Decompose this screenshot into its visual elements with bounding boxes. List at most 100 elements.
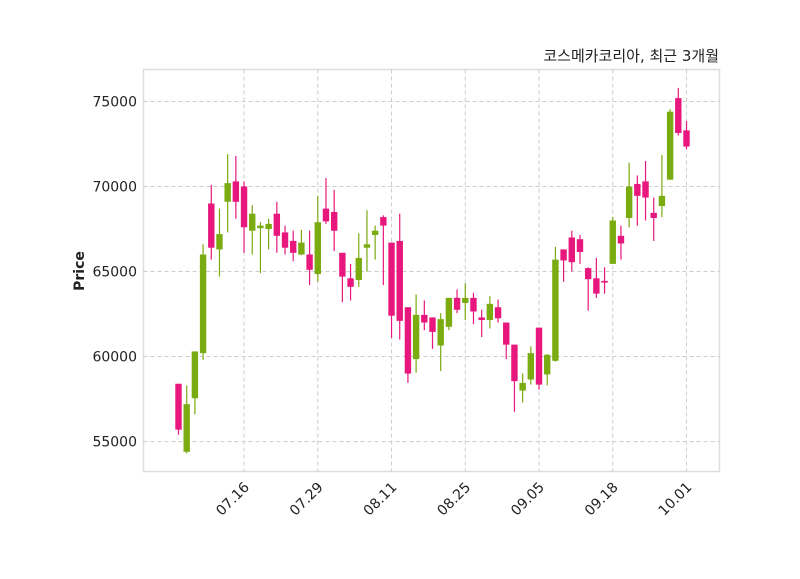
candle-down bbox=[568, 230, 575, 272]
candle-down bbox=[511, 344, 518, 412]
candle-down bbox=[503, 322, 510, 360]
candle-down bbox=[240, 181, 248, 253]
candle-down bbox=[584, 267, 592, 311]
candle-body bbox=[683, 130, 690, 147]
candle-down bbox=[617, 225, 625, 260]
candle-body bbox=[429, 317, 436, 332]
x-tick-label: 07.29 bbox=[287, 480, 327, 520]
candle-body bbox=[322, 208, 330, 222]
y-tick-label: 55000 bbox=[92, 435, 137, 451]
candle-body bbox=[257, 225, 264, 229]
candle-body bbox=[503, 322, 510, 345]
candle-down bbox=[494, 299, 502, 323]
candle-down bbox=[675, 87, 682, 136]
candle-body bbox=[445, 297, 453, 327]
candle-down bbox=[232, 155, 240, 219]
candle-up bbox=[371, 225, 379, 260]
candle-down bbox=[208, 184, 215, 260]
candle-down bbox=[404, 307, 412, 383]
candle-up bbox=[412, 294, 420, 373]
candle-up bbox=[527, 346, 535, 385]
candle-down bbox=[330, 189, 338, 252]
candle-body bbox=[601, 280, 608, 283]
candle-body bbox=[290, 240, 297, 253]
candle-down bbox=[339, 252, 346, 303]
candle-down bbox=[281, 225, 289, 255]
y-axis-ticks: 55000 60000 65000 70000 75000 bbox=[92, 94, 137, 450]
candle-body bbox=[511, 344, 518, 382]
x-tick-label: 09.18 bbox=[582, 480, 622, 520]
candle-body bbox=[568, 237, 575, 263]
candle-down bbox=[347, 263, 354, 301]
candle-body bbox=[544, 354, 551, 375]
candle-body bbox=[478, 317, 485, 320]
candle-up bbox=[265, 218, 272, 250]
candle-down bbox=[322, 177, 330, 224]
candle-body bbox=[314, 222, 321, 275]
candle-body bbox=[593, 278, 600, 294]
candle-down bbox=[634, 175, 641, 226]
candle-down bbox=[683, 121, 690, 150]
candle-up bbox=[552, 246, 559, 362]
candle-up bbox=[666, 109, 674, 180]
x-tick-label: 08.25 bbox=[434, 480, 474, 520]
candle-up bbox=[363, 210, 371, 272]
candle-body bbox=[306, 254, 313, 270]
y-tick-label: 75000 bbox=[92, 94, 137, 110]
candle-down bbox=[306, 230, 313, 286]
candle-body bbox=[634, 183, 641, 196]
candle-body bbox=[183, 404, 190, 452]
candle-body bbox=[470, 297, 477, 312]
candle-body bbox=[552, 259, 559, 361]
candle-down bbox=[601, 267, 608, 294]
x-axis-ticks: 07.16 07.29 08.11 08.25 09.05 09.18 10.01 bbox=[213, 479, 695, 519]
candle-body bbox=[576, 239, 584, 252]
candle-down bbox=[273, 201, 281, 253]
candle-up bbox=[257, 222, 264, 274]
candles bbox=[175, 87, 690, 454]
candle-down bbox=[470, 292, 477, 325]
candle-body bbox=[617, 235, 625, 244]
candle-up bbox=[486, 296, 494, 329]
candle-body bbox=[404, 307, 412, 374]
candle-up bbox=[298, 229, 305, 256]
candle-body bbox=[273, 213, 281, 236]
y-tick-label: 65000 bbox=[92, 265, 137, 281]
candle-down bbox=[453, 289, 461, 314]
candle-body bbox=[625, 186, 633, 218]
y-tick-label: 70000 bbox=[92, 179, 137, 195]
candle-body bbox=[363, 244, 371, 248]
candle-down bbox=[642, 160, 649, 221]
candle-body bbox=[658, 195, 666, 207]
candle-body bbox=[412, 314, 420, 360]
candle-up bbox=[609, 217, 616, 264]
candle-body bbox=[380, 217, 387, 226]
candle-down bbox=[593, 257, 600, 298]
y-tick-label: 60000 bbox=[92, 350, 137, 366]
candle-up bbox=[183, 385, 190, 454]
candle-body bbox=[388, 242, 395, 316]
candle-body bbox=[609, 220, 616, 264]
candle-body bbox=[486, 303, 494, 320]
candle-up bbox=[355, 233, 362, 287]
candle-body bbox=[584, 268, 592, 280]
candle-body bbox=[281, 232, 289, 248]
candle-down bbox=[380, 215, 387, 286]
candle-body bbox=[330, 212, 338, 231]
candle-body bbox=[298, 242, 305, 255]
candle-down bbox=[421, 300, 428, 331]
candle-body bbox=[650, 212, 657, 218]
candle-up bbox=[445, 297, 453, 331]
candle-body bbox=[224, 183, 231, 202]
candle-body bbox=[216, 234, 223, 250]
candle-down bbox=[388, 242, 395, 338]
chart-title: 코스메카코리아, 최근 3개월 bbox=[543, 47, 719, 65]
candle-body bbox=[453, 297, 461, 310]
candle-body bbox=[199, 254, 207, 354]
candle-up bbox=[544, 353, 551, 386]
candle-body bbox=[265, 223, 272, 230]
candle-body bbox=[666, 111, 674, 180]
candle-up bbox=[314, 195, 321, 282]
candle-down bbox=[576, 234, 584, 264]
